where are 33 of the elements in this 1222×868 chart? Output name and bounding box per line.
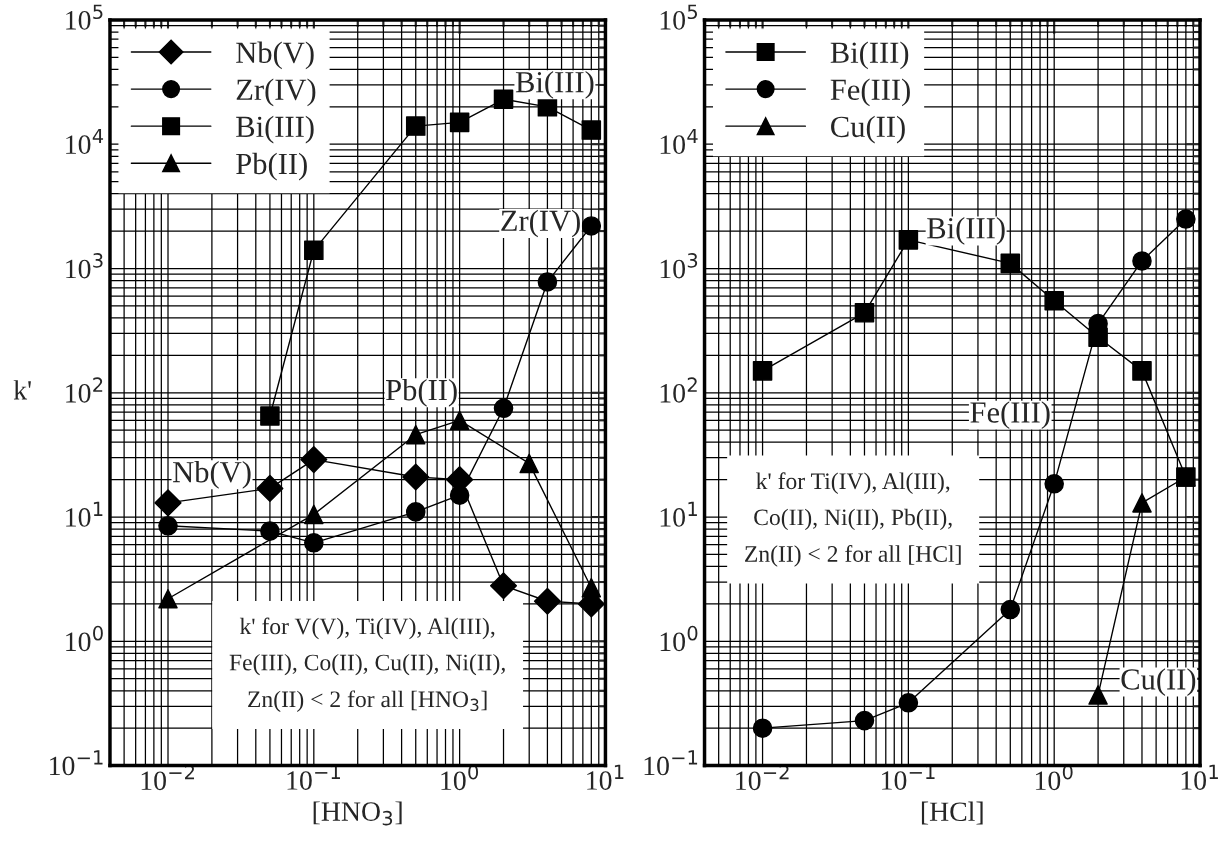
legend-label: Bi(III)	[830, 41, 909, 70]
y-tick-label: 10$^{5}$	[660, 4, 698, 30]
y-tick-label: 10$^{1}$	[660, 501, 697, 527]
annotation: Bi(III)	[515, 70, 594, 99]
y-tick-label: 10$^{2}$	[660, 377, 697, 403]
y-tick-label: 10$^{0}$	[66, 625, 103, 652]
y-tick-label: 10$^{0}$	[660, 625, 698, 652]
annotation: k' for Ti(IV), Al(III), Co(II), Ni(II), Pb(II), Zn(II) < 2 for all [HCl]	[745, 472, 961, 567]
y-tick-label: 10$^{1}$	[66, 501, 103, 527]
legend-label: Cu(II)	[831, 115, 905, 144]
legend-label: Pb(II)	[236, 152, 307, 181]
legend-label: Fe(III)	[830, 78, 910, 107]
annotation: Zr(IV)	[501, 209, 580, 238]
legend-label: Nb(V)	[236, 41, 314, 70]
y-tick-label: 10$^{2}$	[66, 377, 103, 403]
y-axis-title: k'	[13, 380, 31, 400]
annotation: Cu(II)	[1121, 668, 1196, 696]
annotation: k' for V(V), Ti(IV), Al(III), Fe(III), Co(II), Cu(II), Ni(II), Zn(II) < 2 for all [HNO$_{3}$]	[229, 617, 505, 713]
x-axis-title: [HNO$_{3}$]	[313, 801, 402, 826]
y-tick-label: 10$^{5}$	[66, 4, 103, 30]
y-tick-label: 10$^{4}$	[66, 128, 104, 154]
y-tick-label: 10$^{4}$	[660, 128, 698, 154]
x-axis-title: [HCl]	[921, 801, 983, 825]
x-tick-label: 10$^{1}$	[587, 764, 624, 790]
annotation: Fe(III)	[970, 401, 1050, 429]
x-tick-label: 10$^{1}$	[1181, 764, 1218, 790]
legend-label: Zr(IV)	[236, 78, 316, 107]
annotation: Bi(III)	[927, 217, 1005, 245]
annotation: Pb(II)	[386, 378, 457, 407]
annotation: Nb(V)	[173, 460, 251, 489]
legend-label: Bi(III)	[236, 115, 314, 144]
y-tick-label: 10$^{3}$	[66, 253, 103, 279]
y-tick-label: 10$^{3}$	[660, 253, 698, 279]
